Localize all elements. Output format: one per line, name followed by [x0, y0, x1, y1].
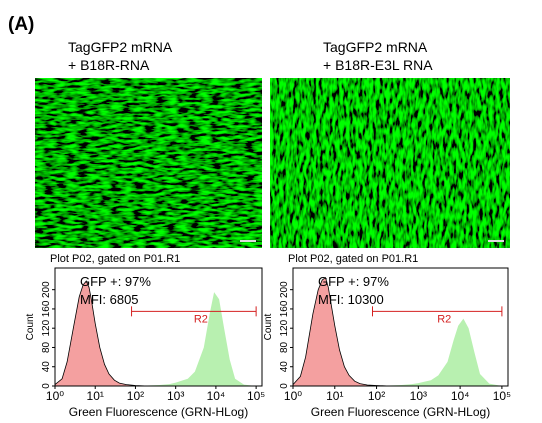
plot-frame: [54, 267, 263, 387]
x-tick-label: 10⁵: [247, 389, 265, 403]
y-tick-label: 160: [41, 300, 52, 317]
figure-label: (A): [8, 14, 34, 35]
annotation: GFP +: 97%: [80, 274, 151, 289]
x-tick-label: 10⁰: [284, 389, 302, 403]
caption: + B18R-E3L RNA: [323, 57, 433, 73]
micrograph: [35, 78, 262, 248]
plot-title: Plot P02, gated on P01.R1: [288, 253, 418, 265]
y-tick-label: 120: [41, 319, 52, 336]
plot-title: Plot P02, gated on P01.R1: [50, 253, 180, 265]
x-axis-label: Green Fluorescence (GRN-HLog): [69, 405, 248, 419]
gate-label: R2: [194, 313, 208, 325]
histogram-area: [55, 292, 257, 386]
y-tick-label: 80: [279, 341, 290, 353]
x-tick-label: 10³: [410, 389, 427, 403]
scale-bar: [240, 240, 256, 242]
y-axis-label: Count: [25, 313, 36, 340]
y-tick-label: 80: [41, 341, 52, 353]
y-tick-label: 160: [279, 300, 290, 317]
x-tick-label: 10¹: [326, 389, 343, 403]
x-tick-label: 10⁰: [46, 389, 64, 403]
y-axis-label: Count: [263, 313, 274, 340]
x-tick-label: 10²: [368, 389, 385, 403]
y-tick-label: 200: [279, 281, 290, 298]
x-tick-label: 10⁴: [451, 389, 470, 403]
micrograph: [270, 78, 510, 248]
annotation: MFI: 10300: [318, 292, 384, 307]
x-tick-label: 10³: [167, 389, 184, 403]
y-tick-label: 120: [279, 319, 290, 336]
plot-frame: [292, 267, 509, 387]
y-tick-label: 0: [41, 383, 52, 389]
caption: + B18R-RNA: [68, 57, 150, 73]
x-tick-label: 10²: [127, 389, 144, 403]
scale-bar: [488, 240, 504, 242]
y-tick-label: 40: [279, 361, 290, 373]
y-tick-label: 40: [41, 361, 52, 373]
annotation: GFP +: 97%: [318, 274, 389, 289]
x-tick-label: 10¹: [87, 389, 104, 403]
y-tick-label: 0: [279, 383, 290, 389]
x-axis-label: Green Fluorescence (GRN-HLog): [311, 405, 490, 419]
caption: TagGFP2 mRNA: [68, 39, 173, 55]
x-tick-label: 10⁴: [207, 389, 226, 403]
caption: TagGFP2 mRNA: [323, 39, 428, 55]
histogram-area: [293, 318, 502, 386]
y-tick-label: 200: [41, 281, 52, 298]
annotation: MFI: 6805: [80, 292, 139, 307]
gate-label: R2: [437, 313, 451, 325]
x-tick-label: 10⁵: [493, 389, 511, 403]
